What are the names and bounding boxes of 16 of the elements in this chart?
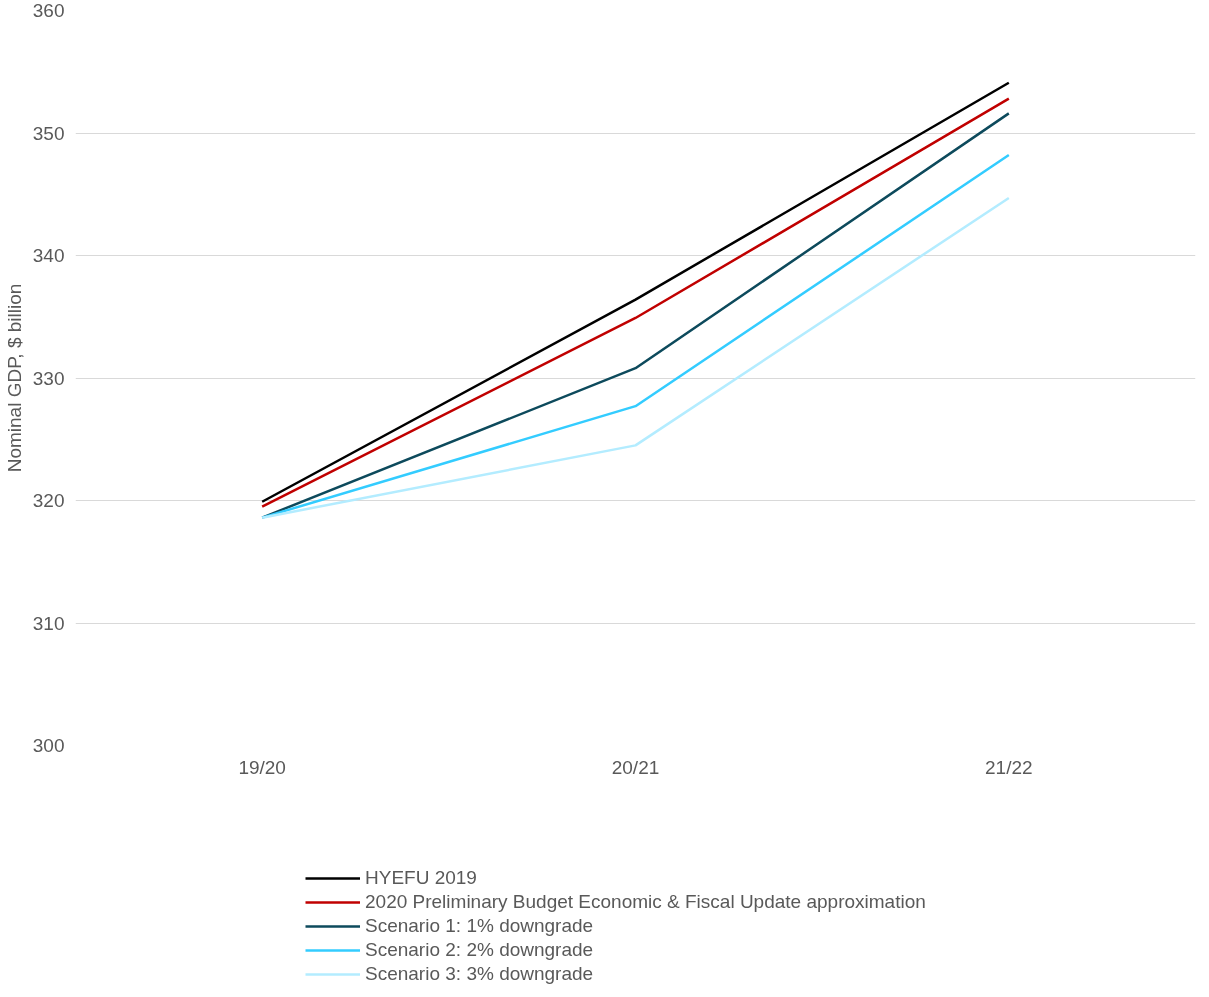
x-tick-label: 20/21	[611, 756, 660, 778]
y-tick-label: 320	[32, 490, 65, 511]
legend-label: Scenario 2: 2% downgrade	[365, 939, 594, 961]
y-tick-label: 330	[32, 367, 65, 389]
y-tick-label: 310	[32, 612, 65, 634]
y-axis-title: Nominal GDP, $ billion	[3, 283, 25, 473]
x-tick-label: 21/22	[985, 756, 1033, 778]
legend-label: Scenario 1: 1% downgrade	[365, 915, 594, 937]
y-tick-label: 360	[32, 0, 65, 21]
y-tick-label: 300	[32, 735, 65, 756]
legend-label: 2020 Preliminary Budget Economic & Fiscal Update approximation	[365, 891, 926, 913]
legend-label: Scenario 3: 3% downgrade	[365, 963, 594, 985]
legend-label: HYEFU 2019	[365, 867, 477, 889]
y-tick-label: 350	[32, 122, 65, 144]
y-tick-label: 340	[32, 245, 65, 266]
x-tick-label: 19/20	[238, 756, 286, 778]
